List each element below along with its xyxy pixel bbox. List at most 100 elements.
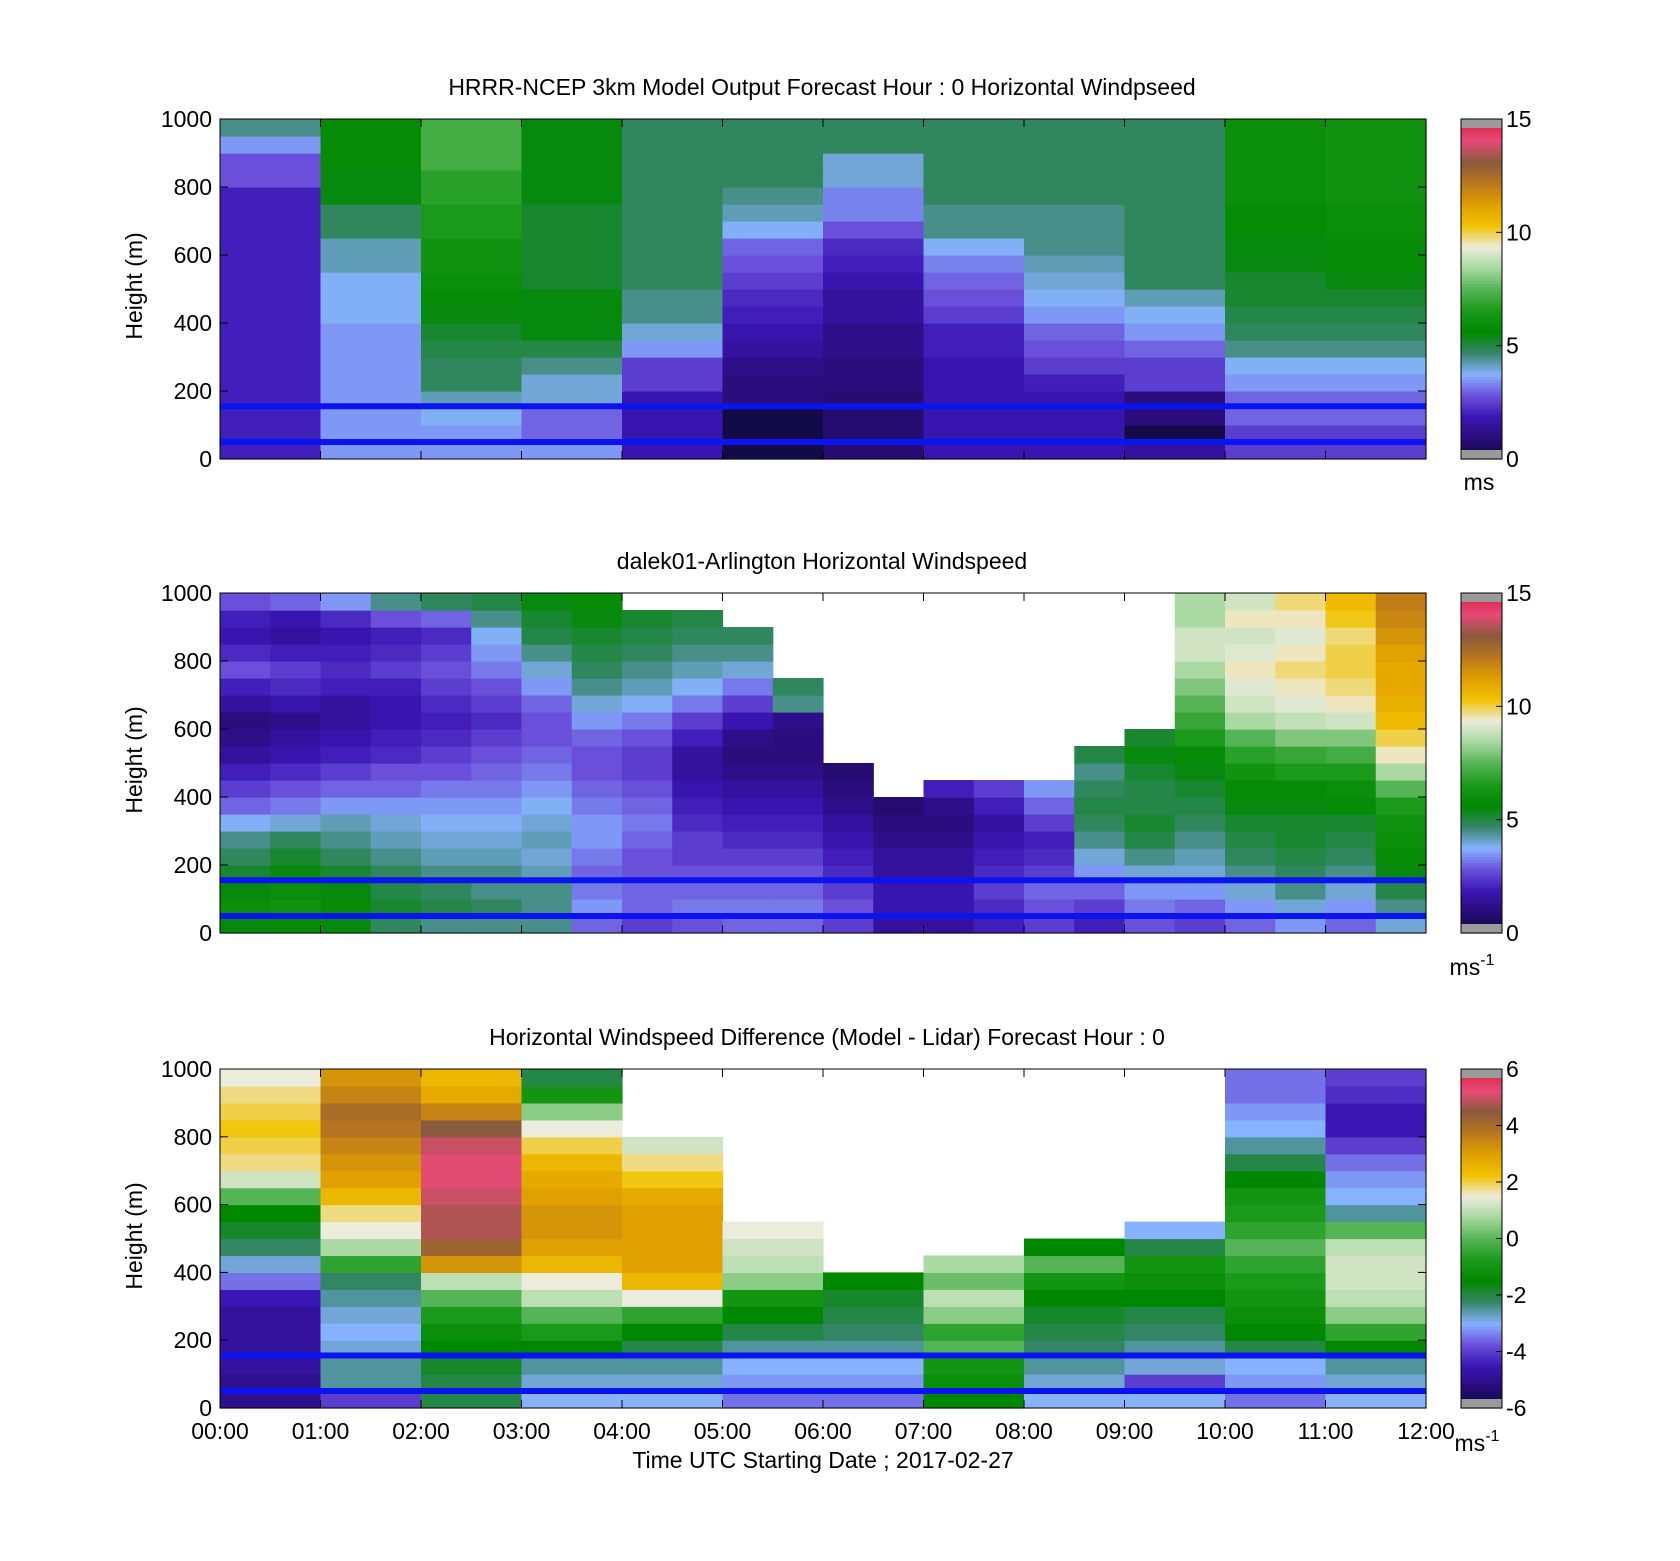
- heatmap-cell: [471, 899, 523, 917]
- colorbar-segment: [1461, 828, 1502, 832]
- heatmap-cell: [1375, 831, 1427, 849]
- heatmap-cell: [370, 695, 422, 713]
- colorbar-segment: [1461, 334, 1502, 338]
- heatmap-cell: [1174, 644, 1226, 662]
- heatmap-cell: [1225, 1085, 1327, 1104]
- colorbar-segment: [1461, 297, 1502, 301]
- heatmap-cell: [1225, 408, 1327, 426]
- heatmap-cell: [1174, 627, 1226, 645]
- heatmap-cell: [220, 610, 271, 628]
- heatmap-cell: [320, 916, 372, 934]
- heatmap-cell: [1225, 1069, 1327, 1087]
- heatmap-cell: [220, 746, 271, 764]
- heatmap-cell: [220, 170, 322, 188]
- heatmap-cell: [320, 255, 422, 273]
- heatmap-cell: [672, 610, 724, 628]
- colorbar-segment: [1461, 1128, 1502, 1132]
- colorbar-segment: [1461, 655, 1502, 659]
- colorbar-segment: [1461, 178, 1502, 182]
- colorbar-segment: [1461, 1351, 1502, 1355]
- heatmap-cell: [1124, 425, 1226, 443]
- colorbar-segment: [1461, 848, 1502, 852]
- colorbar-segment: [1461, 206, 1502, 211]
- colorbar-segment: [1461, 138, 1502, 143]
- colorbar-segment: [1461, 170, 1502, 174]
- colorbar-segment: [1461, 760, 1502, 764]
- heatmap-cell: [672, 797, 724, 815]
- heatmap-cell: [270, 729, 322, 747]
- x-tick-labels: 00:00 01:00 02:00 03:00 04:00 05:00 06:00 07:00…: [191, 1418, 1455, 1444]
- heatmap-cell: [622, 899, 673, 917]
- colorbar-segment: [1461, 1359, 1502, 1364]
- heatmap-cell: [1024, 1255, 1126, 1273]
- heatmap-cell: [1225, 627, 1276, 645]
- heatmap-cell: [220, 1306, 322, 1324]
- heatmap-cell: [1375, 848, 1427, 866]
- heatmap-cell: [1225, 1323, 1327, 1341]
- colorbar-segment: [1461, 439, 1502, 443]
- colorbar-segment: [1461, 274, 1502, 279]
- heatmap-cell: [471, 695, 523, 713]
- heatmap-cell: [1325, 1374, 1427, 1392]
- heatmap-cell: [1024, 204, 1126, 222]
- colorbar-segment: [1461, 303, 1502, 307]
- colorbar-segment: [1461, 218, 1502, 222]
- y-ticks: 0 200 400 600 800 1000: [161, 1056, 1426, 1421]
- colorbar-segment: [1461, 1218, 1502, 1223]
- heatmap-cell: [220, 1136, 322, 1155]
- heatmap-cell: [672, 661, 724, 679]
- colorbar-segment: [1461, 720, 1502, 724]
- heatmap-cell: [421, 1323, 523, 1341]
- heatmap-cell: [1375, 763, 1427, 781]
- heatmap-cell: [772, 916, 824, 934]
- colorbar-segment: [1461, 695, 1502, 699]
- heatmap-cell: [421, 1187, 523, 1206]
- heatmap-cell: [220, 644, 271, 662]
- heatmap-cell: [1074, 916, 1126, 934]
- colorbar-segment: [1461, 1142, 1502, 1146]
- heatmap-cell: [1024, 1357, 1126, 1375]
- heatmap-cell: [722, 323, 824, 341]
- colorbar-segment: [1461, 726, 1502, 730]
- colorbar-segment: [1461, 862, 1502, 866]
- heatmap-cell: [521, 1069, 623, 1087]
- colorbar-segment: [1461, 427, 1502, 432]
- colorbar-segment: [1461, 175, 1502, 180]
- heatmap-cell: [421, 678, 472, 696]
- heatmap-cell: [421, 1153, 523, 1172]
- heatmap-cell: [622, 644, 673, 662]
- heatmap-cell: [1124, 374, 1226, 392]
- colorbar-segment: [1461, 1272, 1502, 1276]
- heatmap-cell: [471, 780, 523, 798]
- heatmap-cell: [1024, 1238, 1126, 1257]
- colorbar-segment: [1461, 1176, 1502, 1180]
- colorbar-segment: [1461, 422, 1502, 426]
- colorbar-segment: [1461, 388, 1502, 392]
- heatmap-cell: [1375, 661, 1427, 679]
- heatmap-cell: [823, 425, 925, 443]
- heatmap-cell: [823, 814, 874, 832]
- colorbar-segment: [1461, 226, 1502, 231]
- heatmap-cell: [1225, 882, 1276, 900]
- colorbar-segment: [1461, 1263, 1502, 1268]
- heatmap-cell: [923, 374, 1025, 392]
- heatmap-cell: [1375, 746, 1427, 764]
- heatmap-cell: [1225, 814, 1276, 832]
- heatmap-cell: [421, 153, 523, 171]
- heatmap-cell: [1225, 695, 1276, 713]
- colorbar-segment: [1461, 1108, 1502, 1112]
- heatmap-cell: [622, 357, 724, 375]
- colorbar-segment: [1461, 697, 1502, 702]
- heatmap-cell: [1325, 408, 1427, 426]
- heatmap-cell: [220, 357, 322, 375]
- colorbar-underflow: [1461, 924, 1502, 933]
- heatmap-cell: [421, 1238, 523, 1257]
- heatmap-cell: [1024, 1272, 1126, 1290]
- heatmap-cell: [521, 661, 573, 679]
- heatmap-cell: [1225, 272, 1327, 290]
- heatmap-cell: [672, 644, 724, 662]
- heatmap-cell: [521, 340, 623, 358]
- heatmap-cell: [722, 1374, 824, 1392]
- heatmap-cell: [1024, 831, 1075, 849]
- heatmap-cell: [1074, 797, 1126, 815]
